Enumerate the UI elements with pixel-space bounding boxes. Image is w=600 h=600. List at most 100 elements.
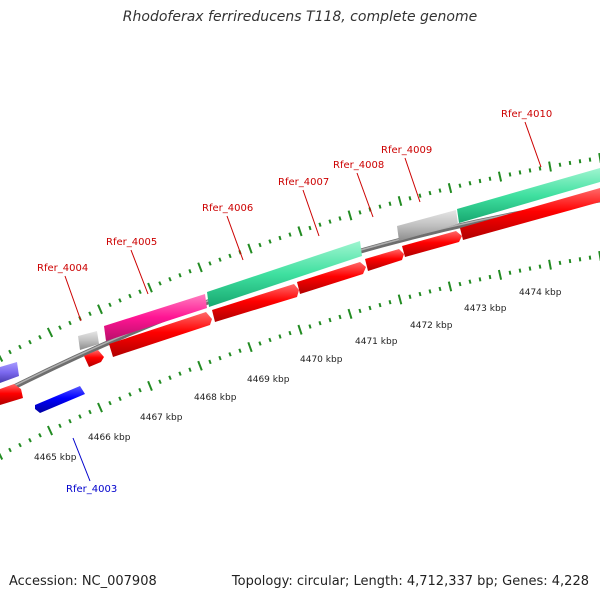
minor-tick (138, 289, 142, 294)
cds-forward-arrow-4005 (109, 312, 212, 357)
major-tick (447, 182, 453, 194)
leader-line-4010 (524, 121, 542, 168)
major-tick (147, 380, 153, 391)
kbp-label: 4473 kbp (464, 304, 507, 314)
minor-tick (18, 344, 22, 350)
minor-tick (228, 352, 232, 357)
major-tick (497, 171, 503, 182)
minor-tick (508, 270, 512, 275)
minor-tick (538, 166, 542, 171)
minor-tick (388, 201, 392, 206)
minor-tick (18, 442, 22, 448)
minor-tick (288, 330, 292, 336)
cds-forward-arrow-4004 (84, 350, 104, 367)
minor-tick (388, 300, 392, 305)
minor-tick (568, 258, 572, 264)
minor-tick (158, 379, 162, 384)
minor-tick (108, 302, 112, 308)
major-tick (347, 308, 353, 319)
minor-tick (428, 190, 432, 196)
feature-bar-magenta-4005 (104, 294, 207, 341)
minor-tick (58, 423, 62, 429)
leader-line-4004 (64, 275, 82, 322)
kbp-label: 4466 kbp (88, 433, 131, 443)
minor-tick (308, 324, 312, 329)
kbp-label: 4465 kbp (34, 453, 77, 463)
minor-tick (208, 261, 212, 266)
minor-tick (278, 235, 282, 241)
minor-tick (478, 277, 482, 282)
minor-tick (488, 274, 492, 280)
major-tick (548, 259, 552, 270)
minor-tick (408, 196, 412, 201)
minor-tick (128, 392, 132, 397)
accession-text: Accession: NC_007908 (9, 574, 157, 589)
gene-label-rfer-4009: Rfer_4009 (381, 145, 432, 156)
major-tick (197, 262, 203, 273)
minor-tick (528, 266, 532, 271)
kbp-label: 4468 kbp (194, 393, 237, 403)
leader-line-4005 (130, 249, 149, 295)
minor-tick (168, 277, 172, 282)
minor-tick (338, 314, 342, 320)
minor-tick (328, 219, 332, 224)
feature-bar-green-4006-4007 (207, 241, 362, 307)
minor-tick (218, 257, 222, 262)
minor-tick (508, 172, 512, 177)
minor-tick (438, 286, 442, 292)
leader-line-4008 (356, 172, 374, 218)
major-tick (0, 354, 4, 362)
minor-tick (168, 375, 172, 380)
minor-tick (578, 257, 582, 262)
major-tick (397, 294, 403, 305)
minor-tick (328, 317, 332, 323)
minor-tick (68, 418, 72, 424)
major-tick (347, 210, 353, 221)
major-tick (0, 452, 4, 460)
kbp-label: 4469 kbp (247, 375, 290, 385)
inner-tick-row (0, 250, 600, 460)
minor-tick (38, 433, 42, 438)
minor-tick (478, 178, 482, 184)
minor-tick (8, 447, 12, 453)
minor-tick (258, 341, 262, 346)
minor-tick (278, 334, 282, 339)
minor-tick (228, 253, 232, 259)
cds-forward-arrow-4008 (365, 249, 404, 271)
minor-tick (588, 157, 592, 162)
minor-tick (78, 414, 82, 419)
major-tick (447, 281, 453, 292)
minor-tick (58, 325, 62, 330)
major-tick (598, 250, 600, 262)
minor-tick (208, 359, 212, 365)
cds-forward-arrow-4010 (460, 188, 600, 240)
minor-tick (268, 239, 272, 244)
minor-tick (578, 159, 582, 164)
kbp-label: 4467 kbp (140, 413, 183, 423)
minor-tick (38, 334, 42, 340)
minor-tick (118, 396, 122, 401)
minor-tick (8, 349, 12, 355)
minor-tick (408, 294, 412, 299)
minor-tick (518, 268, 522, 273)
cds-reverse-arrow-4003 (35, 386, 85, 413)
major-tick (297, 226, 303, 237)
cds-forward-arrow-4007 (297, 262, 366, 294)
minor-tick (128, 293, 132, 299)
minor-tick (418, 193, 422, 198)
kbp-label: 4471 kbp (355, 337, 398, 347)
major-tick (247, 243, 253, 254)
minor-tick (138, 387, 142, 393)
gene-label-rfer-4003: Rfer_4003 (66, 484, 117, 495)
feature-bar-gray-4004 (78, 331, 99, 350)
minor-tick (418, 291, 422, 297)
minor-tick (258, 242, 262, 248)
feature-bar-green-4010 (457, 168, 600, 223)
minor-tick (528, 168, 532, 173)
minor-tick (458, 281, 462, 287)
gene-label-rfer-4007: Rfer_4007 (278, 177, 329, 188)
minor-tick (88, 409, 92, 415)
minor-tick (238, 348, 242, 353)
minor-tick (318, 222, 322, 227)
minor-tick (188, 367, 192, 372)
